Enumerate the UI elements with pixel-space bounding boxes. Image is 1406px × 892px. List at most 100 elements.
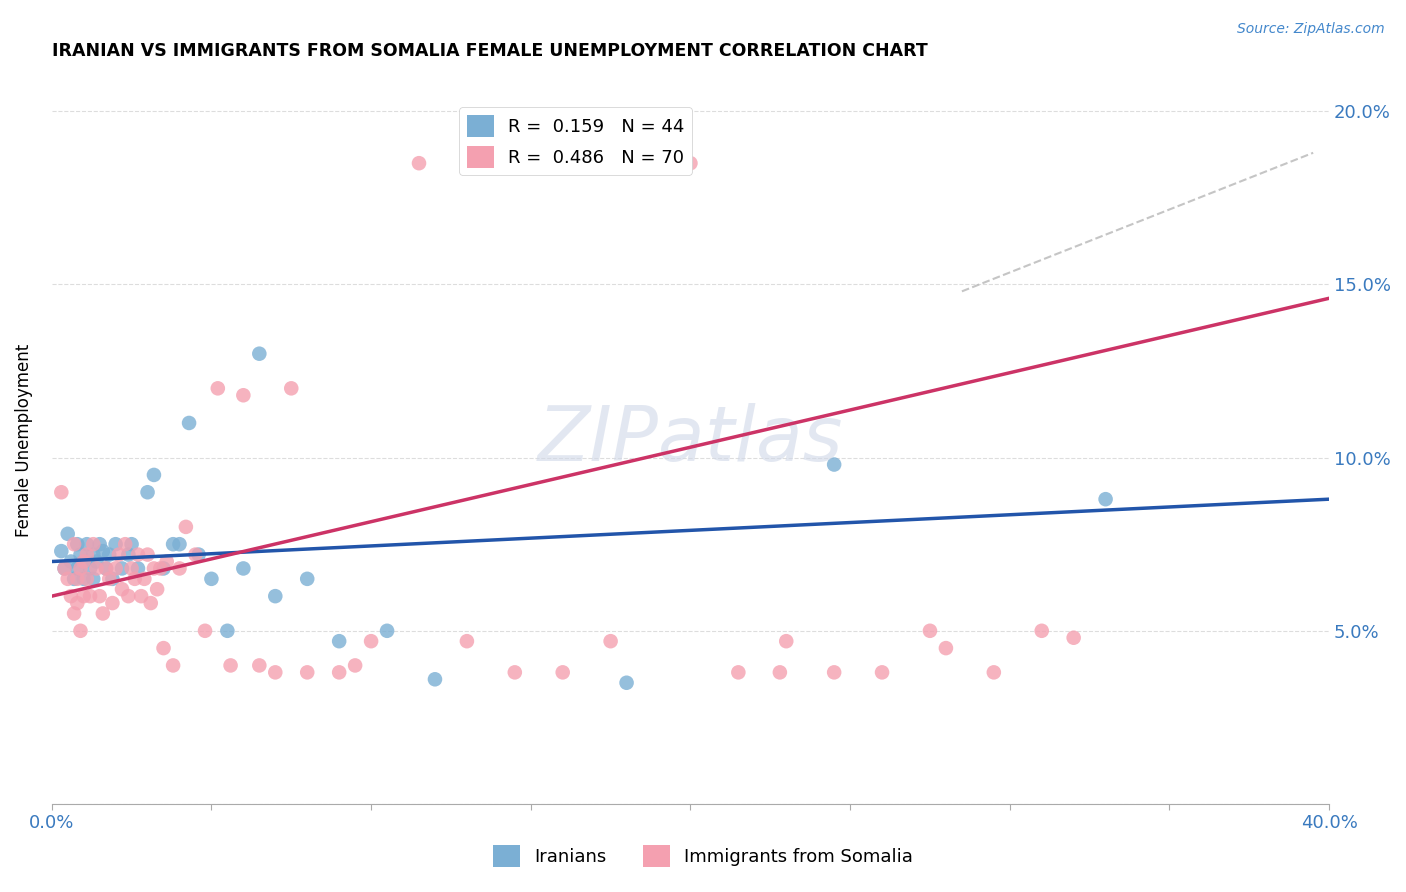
Point	[184, 548, 207, 562]
Point	[280, 381, 302, 395]
Point	[1031, 624, 1053, 638]
Point	[129, 589, 152, 603]
Point	[156, 555, 179, 569]
Point	[1094, 492, 1116, 507]
Point	[423, 673, 446, 687]
Point	[98, 548, 121, 562]
Point	[66, 537, 89, 551]
Point	[232, 388, 254, 402]
Point	[217, 624, 239, 638]
Point	[111, 561, 134, 575]
Point	[139, 596, 162, 610]
Point	[101, 596, 124, 610]
Point	[264, 665, 287, 680]
Point	[174, 520, 197, 534]
Point	[56, 572, 79, 586]
Point	[142, 467, 165, 482]
Point	[127, 561, 149, 575]
Point	[219, 658, 242, 673]
Point	[86, 561, 108, 575]
Point	[79, 561, 101, 575]
Point	[56, 526, 79, 541]
Point	[76, 548, 98, 562]
Point	[297, 572, 319, 586]
Point	[408, 156, 430, 170]
Point	[162, 537, 184, 551]
Point	[73, 589, 96, 603]
Point	[73, 572, 96, 586]
Point	[98, 572, 121, 586]
Point	[918, 624, 941, 638]
Point	[297, 665, 319, 680]
Point	[264, 589, 287, 603]
Point	[551, 665, 574, 680]
Point	[360, 634, 382, 648]
Point	[375, 624, 398, 638]
Point	[169, 537, 191, 551]
Point	[94, 561, 117, 575]
Point	[207, 381, 229, 395]
Point	[775, 634, 797, 648]
Point	[82, 572, 104, 586]
Point	[63, 607, 86, 621]
Point	[91, 607, 114, 621]
Point	[104, 561, 127, 575]
Point	[121, 561, 143, 575]
Point	[73, 555, 96, 569]
Point	[149, 561, 172, 575]
Point	[63, 572, 86, 586]
Point	[59, 589, 82, 603]
Point	[194, 624, 217, 638]
Point	[136, 485, 159, 500]
Point	[599, 634, 621, 648]
Point	[51, 485, 73, 500]
Point	[152, 561, 174, 575]
Y-axis label: Female Unemployment: Female Unemployment	[15, 343, 32, 537]
Point	[769, 665, 792, 680]
Point	[146, 582, 169, 597]
Point	[82, 537, 104, 551]
Point	[142, 561, 165, 575]
Point	[124, 572, 146, 586]
Point	[82, 548, 104, 562]
Point	[73, 555, 96, 569]
Legend: Iranians, Immigrants from Somalia: Iranians, Immigrants from Somalia	[485, 838, 921, 874]
Point	[187, 548, 209, 562]
Point	[616, 675, 638, 690]
Point	[232, 561, 254, 575]
Point	[152, 641, 174, 656]
Point	[870, 665, 893, 680]
Point	[66, 561, 89, 575]
Point	[935, 641, 957, 656]
Point	[136, 548, 159, 562]
Point	[91, 544, 114, 558]
Point	[456, 634, 478, 648]
Point	[823, 665, 845, 680]
Point	[117, 548, 139, 562]
Point	[69, 624, 91, 638]
Point	[66, 572, 89, 586]
Point	[247, 347, 270, 361]
Point	[53, 561, 76, 575]
Point	[66, 596, 89, 610]
Point	[104, 537, 127, 551]
Point	[344, 658, 367, 673]
Point	[200, 572, 222, 586]
Point	[121, 537, 143, 551]
Point	[59, 555, 82, 569]
Point	[127, 548, 149, 562]
Point	[177, 416, 200, 430]
Point	[117, 589, 139, 603]
Point	[53, 561, 76, 575]
Point	[51, 544, 73, 558]
Point	[169, 561, 191, 575]
Point	[727, 665, 749, 680]
Point	[63, 537, 86, 551]
Point	[89, 589, 111, 603]
Point	[134, 572, 156, 586]
Point	[111, 582, 134, 597]
Point	[101, 572, 124, 586]
Point	[1063, 631, 1085, 645]
Text: ZIPatlas: ZIPatlas	[537, 403, 844, 477]
Point	[823, 458, 845, 472]
